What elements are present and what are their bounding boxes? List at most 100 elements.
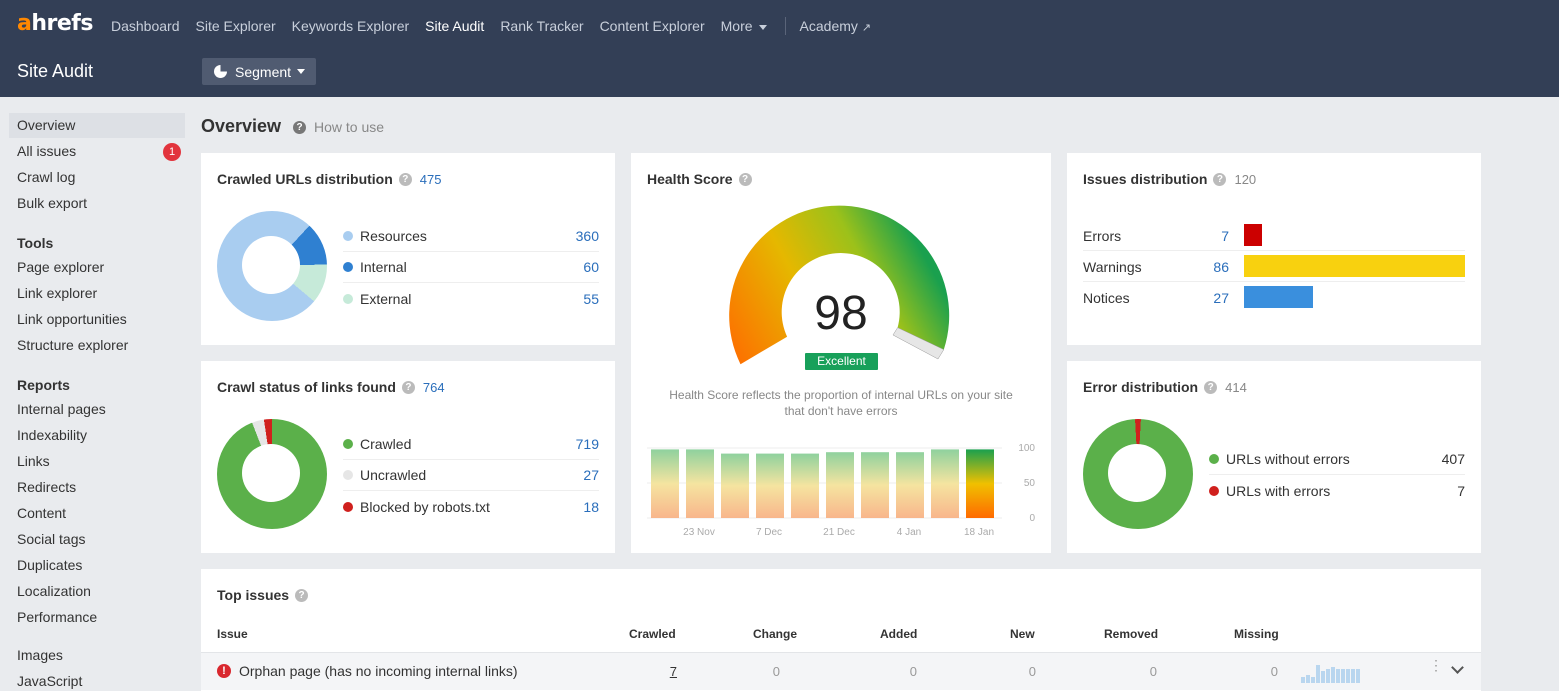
legend-row-resources[interactable]: Resources 360 (343, 221, 599, 252)
sidebar-item-links[interactable]: Links (17, 453, 50, 469)
x-tick-label: 18 Jan (964, 527, 994, 538)
col-header-missing[interactable]: Missing (1234, 627, 1279, 641)
help-icon[interactable]: ? (398, 172, 412, 186)
issue-trend-sparkline (1301, 665, 1360, 683)
issues-row-warnings[interactable]: Warnings 86 (1083, 251, 1465, 282)
col-header-added[interactable]: Added (880, 627, 918, 641)
sidebar-item-page-explorer[interactable]: Page explorer (17, 259, 105, 275)
issues-row-errors[interactable]: Errors 7 (1083, 220, 1465, 251)
sidebar: Overview All issues 1 Crawl log Bulk expo… (0, 97, 193, 691)
crawl-status-donut (217, 419, 327, 529)
help-icon[interactable]: ? (401, 380, 415, 394)
sidebar-item-bulk-export[interactable]: Bulk export (17, 195, 88, 211)
health-score-gauge (729, 205, 950, 365)
history-bar (756, 453, 784, 518)
notices-bar (1244, 286, 1314, 308)
legend-row-external[interactable]: External 55 (343, 283, 599, 314)
card-title: Crawl status of links found? 764 (217, 379, 445, 395)
sidebar-heading-reports: Reports (17, 377, 70, 393)
health-history-chart: 100 50 0 23 Nov 7 Dec 21 Dec 4 Jan 18 Jan (647, 443, 1036, 538)
card-title: Top issues? (217, 587, 309, 603)
nav-keywords-explorer[interactable]: Keywords Explorer (291, 18, 410, 34)
nav-rank-tracker[interactable]: Rank Tracker (500, 18, 584, 34)
sidebar-item-images[interactable]: Images (17, 647, 63, 663)
sidebar-item-indexability[interactable]: Indexability (17, 427, 88, 443)
issue-count-badge: 1 (163, 143, 181, 161)
help-icon[interactable]: ? (738, 172, 752, 186)
sidebar-item-structure-explorer[interactable]: Structure explorer (17, 337, 129, 353)
errors-bar (1244, 224, 1262, 246)
sidebar-item-internal-pages[interactable]: Internal pages (17, 401, 106, 417)
issue-name[interactable]: Orphan page (has no incoming internal li… (239, 663, 518, 679)
sidebar-item-link-opportunities[interactable]: Link opportunities (17, 311, 127, 327)
col-header-crawled[interactable]: Crawled (629, 627, 676, 641)
error-icon: ! (217, 664, 231, 678)
nav-site-explorer[interactable]: Site Explorer (195, 18, 276, 34)
nav-divider (784, 17, 786, 35)
legend-row-blocked[interactable]: Blocked by robots.txt 18 (343, 491, 599, 522)
segment-button[interactable]: Segment (202, 58, 316, 85)
sidebar-heading-tools: Tools (17, 235, 54, 251)
legend-row-without-errors[interactable]: URLs without errors 407 (1209, 444, 1465, 475)
legend-row-uncrawled[interactable]: Uncrawled 27 (343, 460, 599, 491)
chevron-down-icon[interactable] (1451, 661, 1464, 674)
warnings-bar (1244, 255, 1465, 277)
sidebar-item-content[interactable]: Content (17, 505, 67, 521)
missing-value: 0 (1270, 664, 1278, 679)
y-tick-label: 100 (1018, 443, 1035, 454)
legend-row-internal[interactable]: Internal 60 (343, 252, 599, 283)
history-bar (686, 449, 714, 518)
col-header-change[interactable]: Change (753, 627, 798, 641)
sidebar-item-link-explorer[interactable]: Link explorer (17, 285, 98, 301)
legend-dot (343, 231, 353, 241)
chevron-down-icon (297, 69, 306, 74)
nav-academy[interactable]: Academy ↗ (799, 18, 872, 34)
card-count[interactable]: 475 (419, 171, 442, 187)
y-tick-label: 50 (1024, 478, 1036, 489)
card-count: 120 (1234, 171, 1257, 187)
sidebar-item-duplicates[interactable]: Duplicates (17, 557, 83, 573)
help-icon: ? (293, 120, 306, 134)
sidebar-item-performance[interactable]: Performance (17, 609, 98, 625)
col-header-new[interactable]: New (1010, 627, 1035, 641)
legend-dot (343, 501, 353, 512)
health-rating-badge: Excellent (805, 353, 878, 370)
ahrefs-logo[interactable]: ahrefs (17, 11, 93, 36)
col-header-issue[interactable]: Issue (217, 627, 248, 641)
legend-row-crawled[interactable]: Crawled 719 (343, 429, 599, 460)
help-icon[interactable]: ? (1213, 172, 1227, 186)
sidebar-item-localization[interactable]: Localization (17, 583, 91, 599)
nav-more[interactable]: More (721, 18, 767, 34)
help-icon[interactable]: ? (295, 588, 309, 602)
help-icon[interactable]: ? (1204, 380, 1218, 394)
error-distribution-card: Error distribution? 414 URLs without erro… (1067, 361, 1481, 553)
nav-dashboard[interactable]: Dashboard (111, 18, 180, 34)
sidebar-item-javascript[interactable]: JavaScript (17, 673, 83, 689)
crawl-status-legend: Crawled 719 Uncrawled 27 Blocked by robots… (343, 429, 599, 522)
more-options-icon[interactable]: ⋮ (1429, 657, 1443, 673)
table-row[interactable]: ! Orphan page (has no incoming internal … (201, 652, 1481, 690)
sidebar-item-social-tags[interactable]: Social tags (17, 531, 86, 547)
sidebar-item-overview[interactable]: Overview (9, 113, 185, 138)
sidebar-item-all-issues[interactable]: All issues 1 (9, 139, 185, 164)
issues-row-notices[interactable]: Notices 27 (1083, 282, 1465, 313)
crawled-count-link[interactable]: 7 (669, 664, 677, 679)
card-count: 414 (1225, 379, 1247, 395)
legend-dot (1209, 454, 1219, 464)
error-distribution-legend: URLs without errors 407 URLs with errors 7 (1209, 444, 1465, 506)
history-bar (651, 449, 679, 518)
x-tick-label: 7 Dec (756, 527, 782, 538)
how-to-use-link[interactable]: ? How to use (293, 119, 384, 135)
issues-distribution-card: Issues distribution? 120 Errors 7 Warnings… (1067, 153, 1481, 345)
crawled-urls-legend: Resources 360 Internal 60 External 55 (343, 221, 599, 314)
sidebar-item-redirects[interactable]: Redirects (17, 479, 77, 495)
sidebar-item-crawl-log[interactable]: Crawl log (17, 169, 76, 185)
removed-value: 0 (1149, 664, 1157, 679)
legend-row-with-errors[interactable]: URLs with errors 7 (1209, 475, 1465, 506)
nav-content-explorer[interactable]: Content Explorer (599, 18, 705, 34)
nav-site-audit[interactable]: Site Audit (425, 18, 485, 34)
legend-dot (343, 262, 353, 272)
card-count[interactable]: 764 (422, 379, 445, 395)
col-header-removed[interactable]: Removed (1104, 627, 1159, 641)
chevron-down-icon (758, 24, 767, 30)
